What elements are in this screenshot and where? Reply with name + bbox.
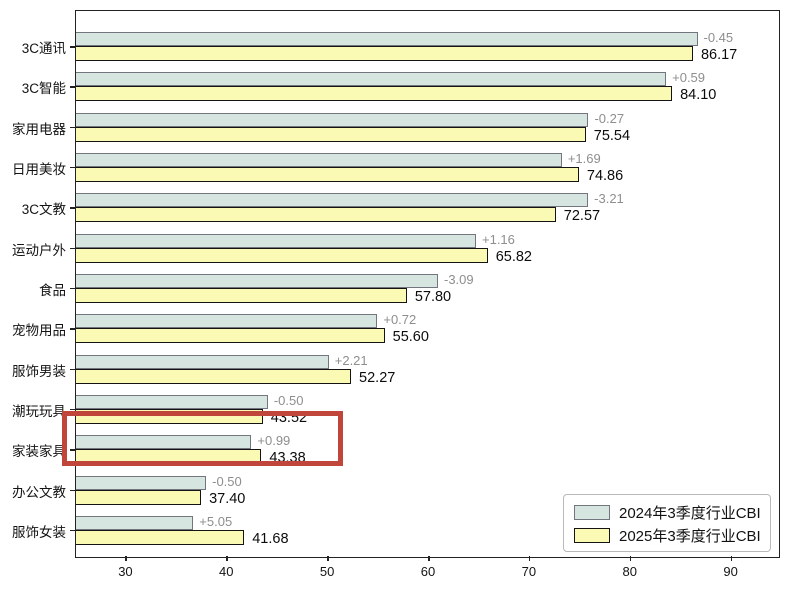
y-axis-tick bbox=[70, 368, 75, 371]
bar-2025 bbox=[76, 46, 693, 61]
delta-annotation: +0.59 bbox=[672, 70, 706, 86]
delta-annotation: -3.09 bbox=[443, 271, 474, 287]
bar-2024 bbox=[76, 152, 562, 167]
y-axis-tick bbox=[70, 86, 75, 88]
bar-2025 bbox=[76, 247, 488, 263]
category-label: 运动户外 bbox=[12, 242, 66, 258]
bar-2024 bbox=[76, 112, 589, 127]
bar-2025 bbox=[76, 529, 245, 545]
bar-2025 bbox=[76, 207, 556, 223]
category-label: 宠物用品 bbox=[12, 323, 66, 339]
category-label: 潮玩玩具 bbox=[12, 403, 66, 419]
category-label: 3C文教 bbox=[21, 202, 66, 218]
delta-annotation: -0.45 bbox=[703, 30, 734, 45]
category-label: 家用电器 bbox=[12, 121, 66, 137]
bar-2024 bbox=[76, 354, 329, 369]
bar-2024 bbox=[76, 72, 667, 87]
bar-2024 bbox=[76, 314, 378, 329]
legend-label-2025: 2025年3季度行业CBI bbox=[619, 527, 761, 545]
x-axis-tick bbox=[730, 556, 733, 561]
x-tick-label: 70 bbox=[521, 564, 537, 579]
value-annotation: 86.17 bbox=[700, 47, 738, 63]
value-annotation: 75.54 bbox=[593, 127, 631, 144]
delta-annotation: +1.69 bbox=[567, 150, 601, 166]
x-axis-tick bbox=[629, 556, 632, 561]
legend-label-2024: 2024年3季度行业CBI bbox=[619, 504, 761, 522]
delta-annotation: -3.21 bbox=[594, 191, 624, 207]
value-annotation: 74.86 bbox=[586, 167, 624, 184]
legend-swatch-2025-icon bbox=[574, 527, 610, 543]
bar-2024 bbox=[76, 193, 589, 208]
value-annotation: 65.82 bbox=[495, 248, 532, 265]
bar-2024 bbox=[76, 515, 194, 530]
delta-annotation: -0.27 bbox=[594, 110, 625, 126]
legend: 2024年3季度行业CBI 2025年3季度行业CBI bbox=[563, 494, 771, 552]
category-label: 服饰女装 bbox=[12, 524, 66, 540]
x-tick-label: 40 bbox=[219, 564, 234, 579]
x-axis-tick bbox=[428, 556, 430, 561]
x-axis-tick bbox=[327, 556, 329, 561]
bar-2025 bbox=[76, 126, 586, 142]
bar-2025 bbox=[76, 86, 673, 102]
x-tick-label: 60 bbox=[420, 564, 436, 579]
category-label: 日用美妆 bbox=[12, 161, 66, 177]
value-annotation: 84.10 bbox=[680, 87, 717, 104]
y-axis-tick bbox=[70, 247, 75, 250]
value-annotation: 41.68 bbox=[252, 530, 289, 547]
delta-annotation: +0.99 bbox=[257, 433, 291, 449]
y-axis-tick bbox=[70, 166, 75, 169]
x-axis-tick bbox=[528, 556, 531, 561]
bar-2025 bbox=[76, 166, 579, 182]
y-axis-tick bbox=[70, 328, 75, 330]
category-label: 食品 bbox=[39, 282, 66, 298]
category-label: 3C通讯 bbox=[21, 41, 66, 56]
plot-area: -0.45 86.17 +0.59 84.10 -0.27 75.54 +1.69 74.86… bbox=[75, 10, 780, 558]
bar-2025 bbox=[76, 287, 407, 303]
bar-2025 bbox=[76, 489, 202, 505]
bar-2024 bbox=[76, 32, 698, 46]
value-annotation: 57.80 bbox=[414, 288, 452, 305]
bar-2024 bbox=[76, 273, 438, 288]
delta-annotation: +1.16 bbox=[482, 231, 515, 247]
y-axis-tick bbox=[70, 46, 75, 48]
bar-2024 bbox=[76, 233, 476, 248]
delta-annotation: +2.21 bbox=[334, 352, 368, 368]
legend-item-2025: 2025年3季度行业CBI bbox=[574, 525, 762, 545]
highlight-box bbox=[62, 411, 343, 466]
bar-2025 bbox=[76, 328, 385, 344]
x-tick-label: 80 bbox=[622, 564, 637, 579]
category-label: 家装家具 bbox=[12, 444, 66, 460]
y-axis-tick bbox=[70, 449, 75, 451]
value-annotation: 72.57 bbox=[563, 208, 601, 225]
x-axis-tick bbox=[226, 556, 228, 561]
delta-annotation: +0.72 bbox=[383, 312, 417, 328]
y-axis-tick bbox=[70, 529, 75, 532]
legend-item-2024: 2024年3季度行业CBI bbox=[574, 502, 762, 522]
value-annotation: 37.40 bbox=[209, 490, 246, 507]
value-annotation: 52.27 bbox=[359, 369, 396, 386]
x-axis-tick bbox=[125, 556, 127, 561]
delta-annotation: +5.05 bbox=[199, 513, 233, 529]
bar-2024 bbox=[76, 475, 207, 490]
y-axis-tick bbox=[70, 489, 75, 492]
delta-annotation: -0.50 bbox=[273, 392, 304, 408]
category-label: 办公文教 bbox=[12, 484, 66, 500]
x-tick-label: 90 bbox=[723, 564, 738, 579]
x-tick-label: 50 bbox=[319, 564, 335, 579]
bar-2025 bbox=[76, 368, 352, 384]
category-label: 服饰男装 bbox=[12, 363, 66, 379]
y-axis-tick bbox=[70, 126, 75, 129]
legend-swatch-2024-icon bbox=[574, 504, 610, 520]
y-axis-tick bbox=[70, 207, 75, 209]
y-axis-tick bbox=[70, 408, 75, 411]
bar-2024 bbox=[76, 435, 252, 450]
value-annotation: 55.60 bbox=[392, 329, 429, 346]
y-axis-tick bbox=[70, 287, 75, 290]
delta-annotation: -0.50 bbox=[212, 473, 242, 489]
bar-2024 bbox=[76, 394, 268, 409]
x-tick-label: 30 bbox=[118, 564, 133, 579]
category-label: 3C智能 bbox=[21, 81, 66, 97]
